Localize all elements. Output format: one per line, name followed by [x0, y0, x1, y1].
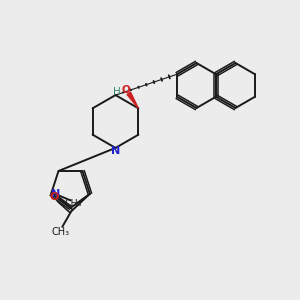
Polygon shape — [127, 92, 138, 108]
Text: O: O — [122, 85, 130, 95]
Text: H: H — [113, 87, 121, 97]
Text: CH₃: CH₃ — [65, 199, 82, 208]
Text: N: N — [51, 189, 60, 199]
Text: O: O — [50, 192, 59, 203]
Text: CH₃: CH₃ — [52, 227, 70, 237]
Text: N: N — [111, 146, 120, 157]
